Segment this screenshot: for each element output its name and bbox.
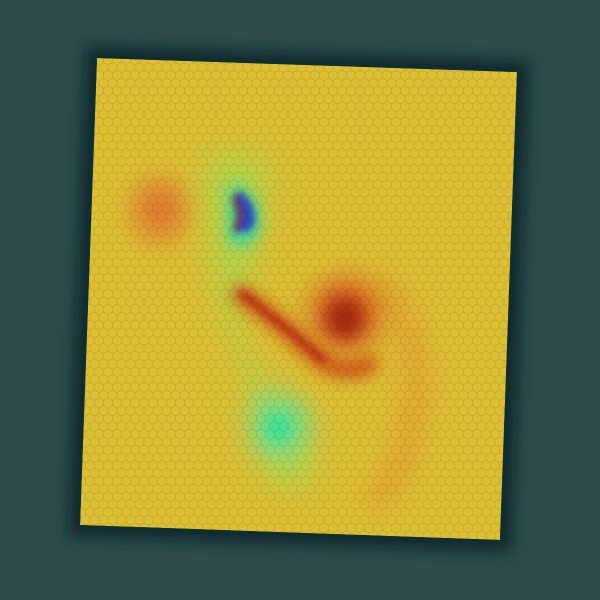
field	[80, 58, 517, 540]
hex-texture	[80, 58, 517, 540]
